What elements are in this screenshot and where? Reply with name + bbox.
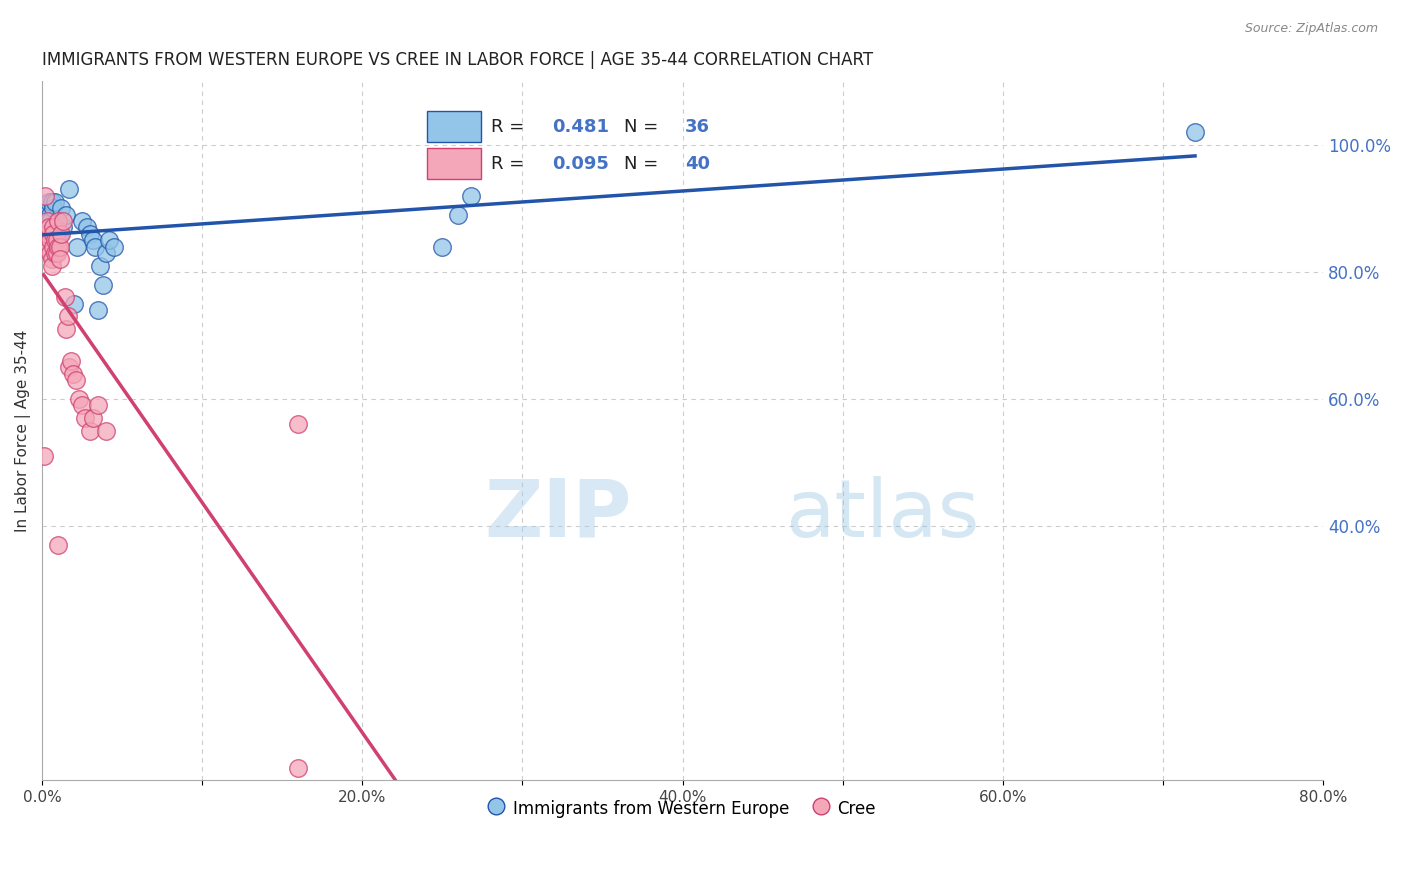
Point (38, 220, 60, 235)
Point (89, 259, 111, 273)
Point (39, 208, 62, 222)
Text: Source: ZipAtlas.com: Source: ZipAtlas.com (1244, 22, 1378, 36)
Point (96, 246, 118, 260)
Point (46, 538, 69, 552)
Point (79, 227, 101, 241)
Point (39, 214, 62, 228)
Point (70, 398, 93, 412)
Point (45, 220, 67, 235)
Point (79, 424, 101, 438)
Point (70, 214, 93, 228)
Point (45, 246, 67, 260)
Point (44, 233, 66, 247)
Point (96, 424, 118, 438)
Point (44, 195, 66, 210)
Point (44, 246, 66, 260)
Point (76, 220, 98, 235)
Point (46, 214, 69, 228)
Point (35, 227, 58, 241)
Point (42, 239, 65, 253)
Point (67, 392, 90, 406)
Point (53, 290, 76, 304)
Point (287, 417, 309, 432)
Point (34, 188, 56, 202)
Point (39, 233, 62, 247)
Y-axis label: In Labor Force | Age 35-44: In Labor Force | Age 35-44 (15, 330, 31, 532)
Point (32, 449, 55, 463)
Point (51, 227, 73, 241)
Point (41, 195, 63, 210)
Point (65, 373, 87, 387)
Point (447, 208, 470, 222)
Point (38, 195, 60, 210)
Point (62, 367, 84, 381)
Point (63, 297, 86, 311)
Point (52, 214, 75, 228)
Point (34, 239, 56, 253)
Point (46, 239, 69, 253)
Point (38, 220, 60, 235)
Point (52, 220, 75, 235)
Point (432, 239, 454, 253)
Point (58, 360, 80, 375)
Point (87, 303, 110, 318)
Point (42, 202, 65, 216)
Point (48, 239, 70, 253)
Point (460, 188, 482, 202)
Point (287, 761, 309, 775)
Text: atlas: atlas (785, 475, 980, 554)
Point (51, 202, 73, 216)
Point (98, 233, 121, 247)
Point (45, 233, 67, 247)
Point (35, 202, 58, 216)
Point (87, 398, 110, 412)
Point (41, 259, 63, 273)
Point (41, 227, 63, 241)
Legend: Immigrants from Western Europe, Cree: Immigrants from Western Europe, Cree (482, 792, 883, 824)
Point (59, 354, 82, 368)
Point (56, 310, 79, 324)
Point (84, 239, 107, 253)
Point (82, 411, 104, 425)
Point (42, 233, 65, 247)
Point (48, 252, 70, 267)
Point (39, 246, 62, 260)
Point (34, 214, 56, 228)
Point (82, 233, 104, 247)
Point (32, 208, 55, 222)
Point (66, 239, 89, 253)
Point (91, 277, 114, 292)
Point (1184, 125, 1206, 139)
Text: IMMIGRANTS FROM WESTERN EUROPE VS CREE IN LABOR FORCE | AGE 35-44 CORRELATION CH: IMMIGRANTS FROM WESTERN EUROPE VS CREE I… (42, 51, 873, 69)
Point (103, 239, 125, 253)
Point (55, 208, 77, 222)
Point (48, 227, 70, 241)
Point (42, 227, 65, 241)
Point (46, 214, 69, 228)
Point (41, 252, 63, 267)
Point (58, 182, 80, 196)
Text: ZIP: ZIP (484, 475, 631, 554)
Point (42, 220, 65, 235)
Point (35, 214, 58, 228)
Point (55, 322, 77, 336)
Point (75, 411, 97, 425)
